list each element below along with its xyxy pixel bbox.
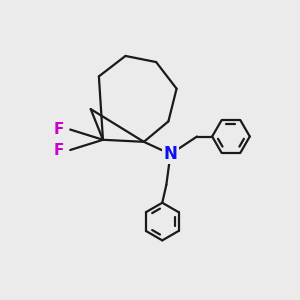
Text: F: F [54, 142, 64, 158]
Text: N: N [164, 145, 177, 163]
Text: F: F [54, 122, 64, 137]
